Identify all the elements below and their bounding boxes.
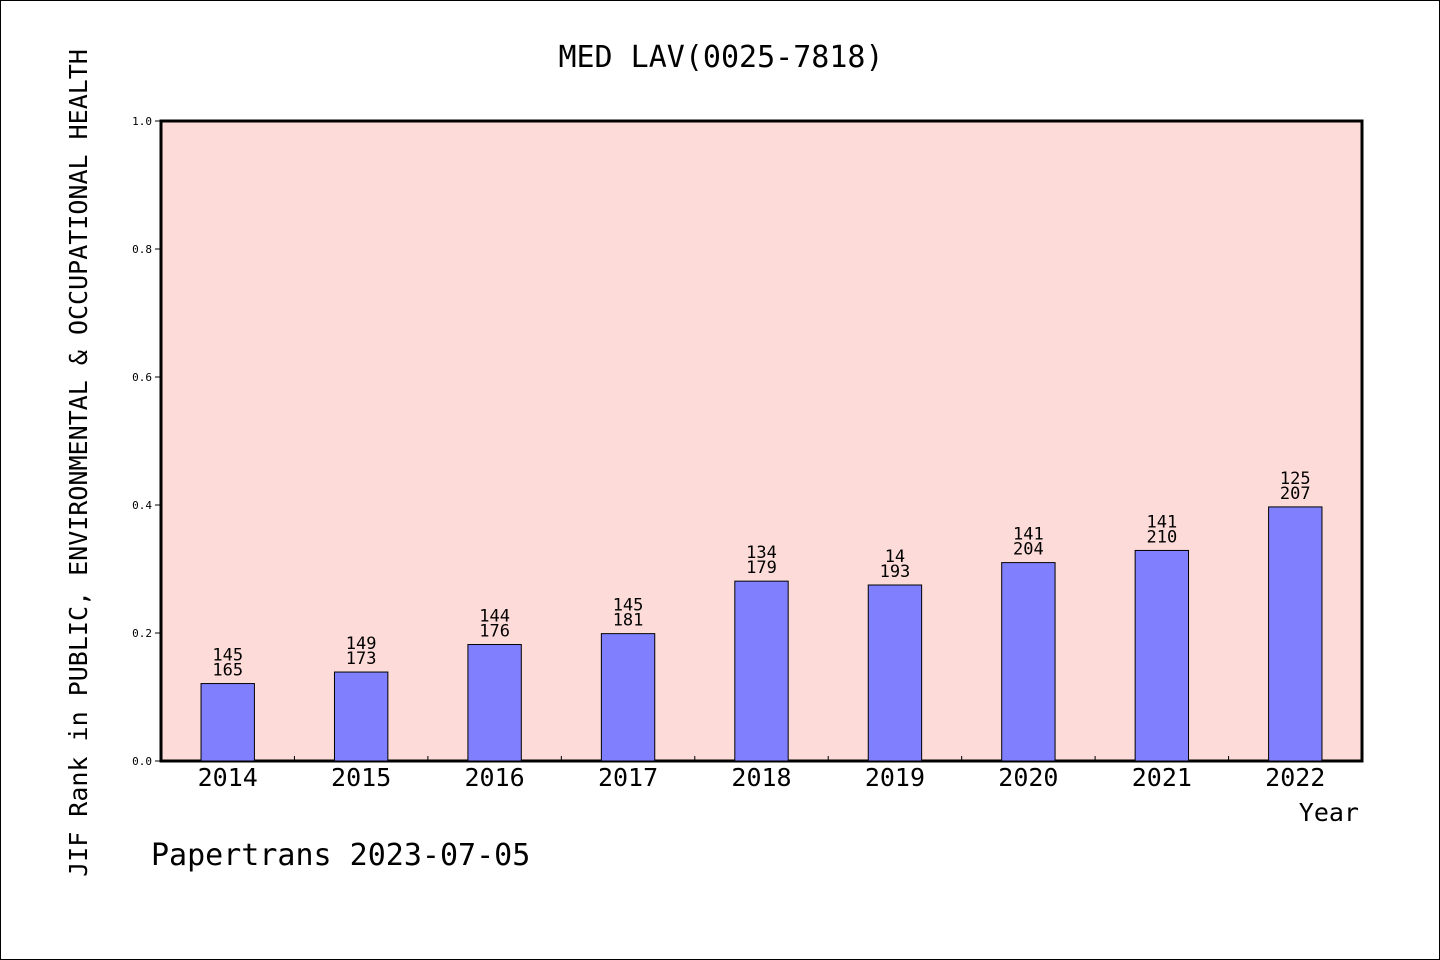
x-tick-label: 2017 [598,763,658,792]
bar-2022 [1268,506,1323,762]
bar-label-rank: 125 [1280,469,1311,489]
bar-2015 [333,671,389,762]
bar-label-total: 179 [746,558,777,578]
x-tick-label: 2014 [198,763,258,792]
x-axis: 2014 2015 2016 2017 2018 2019 2020 2021 2022 [198,756,1325,792]
bar-label-rank: 145 [613,596,644,616]
x-tick-label: 2021 [1132,763,1192,792]
x-tick-label: 2015 [331,763,391,792]
bar-label-rank: 144 [479,607,510,627]
bar-label-total: 207 [1280,484,1311,504]
bar-label-rank: 141 [1013,525,1044,545]
bar-labels-group: 1451651491731441761451811341791419314120… [212,469,1310,681]
chart-title: MED LAV(0025-7818) [558,40,883,75]
y-tick-label: 0.8 [132,243,152,256]
bar-2016 [467,644,522,762]
bar-label-total: 176 [479,622,510,642]
y-tick-label: 0.0 [132,755,152,768]
x-tick-label: 2018 [731,763,791,792]
bar-label-rank: 14 [885,547,905,567]
y-tick-label: 0.6 [132,371,152,384]
x-tick-label: 2016 [465,763,525,792]
x-tick-label: 2019 [865,763,925,792]
bar-2014 [200,683,255,762]
y-tick-label: 0.4 [132,499,152,512]
bar-2019 [867,584,923,762]
y-axis: 0.0 0.2 0.4 0.6 0.8 1.0 [132,115,161,768]
bar-label-rank: 145 [212,646,243,666]
bar-label-total: 210 [1146,527,1177,547]
bar-label-rank: 141 [1146,512,1177,532]
bar-label-total: 173 [346,649,377,669]
footer-credit: Papertrans 2023-07-05 [151,838,530,873]
bar-label-total: 165 [212,661,243,681]
bar-label-rank: 134 [746,543,777,563]
bar-label-total: 193 [880,562,911,582]
bars-group [200,506,1323,762]
bar-label-total: 204 [1013,540,1044,560]
y-tick-label: 0.2 [132,627,152,640]
x-tick-label: 2022 [1265,763,1325,792]
x-axis-label: Year [1299,798,1359,827]
bar-2021 [1134,549,1190,762]
bar-2018 [734,580,789,762]
bar-2020 [1001,562,1056,762]
y-axis-label: JIF Rank in PUBLIC, ENVIRONMENTAL & OCCU… [64,49,93,877]
bar-label-rank: 149 [346,634,377,654]
x-tick-label: 2020 [998,763,1058,792]
y-tick-label: 1.0 [132,115,152,128]
bar-label-total: 181 [613,611,644,631]
bar-2017 [600,633,656,762]
